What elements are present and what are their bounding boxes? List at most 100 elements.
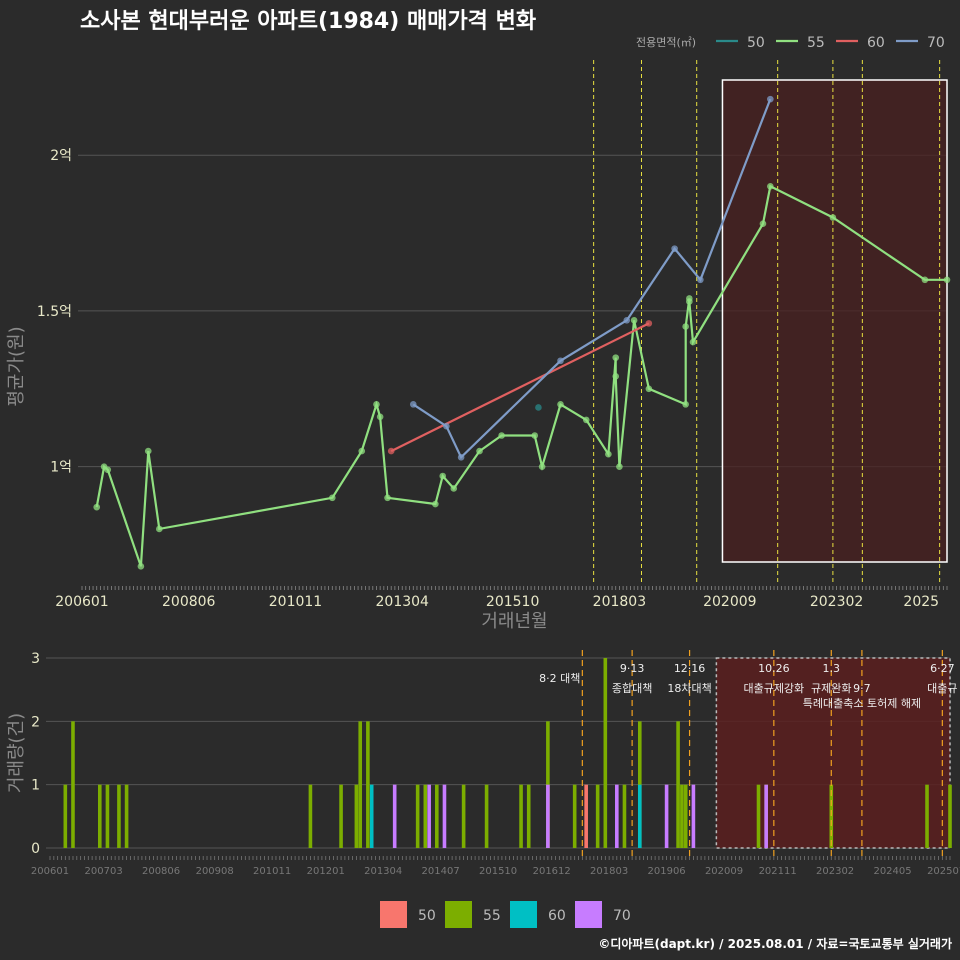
data-point-55 (476, 447, 483, 455)
x-tick-label: 201407 (422, 866, 460, 877)
data-point-55 (384, 494, 391, 502)
data-point-70 (671, 245, 678, 252)
bar-55 (519, 784, 523, 848)
bar-55 (97, 784, 102, 848)
legend-label-70: 70 (927, 35, 945, 51)
data-point-55 (612, 373, 620, 380)
x-tick-label: 201304 (376, 594, 430, 610)
legend-label-60: 60 (867, 35, 885, 51)
footer-credit: ©디아파트(dapt.kr) / 2025.08.01 / 자료=국토교통부 실… (598, 936, 952, 951)
data-point-60 (645, 320, 653, 327)
bar-55 (63, 784, 68, 848)
bar-70 (427, 784, 431, 848)
bar-55 (423, 784, 428, 848)
policy-annotation-label: 9·7 (853, 682, 871, 695)
data-point-55 (612, 354, 620, 361)
bar-70 (664, 784, 669, 848)
data-point-55 (689, 338, 697, 346)
bar-55 (622, 784, 627, 848)
data-point-55 (943, 276, 951, 284)
bar-55 (354, 784, 359, 848)
series-line-70 (412, 98, 772, 460)
bar-70 (615, 784, 619, 848)
bar-55 (829, 784, 834, 848)
bar-55 (339, 784, 343, 848)
data-point-55 (358, 447, 366, 455)
y-tick-label: 0 (31, 841, 40, 857)
policy-annotation-date: 12·16 (674, 662, 706, 675)
volume-chart: 0 1 2 3 8·2 대책 9·13 종합대책 12·16 18차대책 10.26 대출규제강화 1… (6, 650, 960, 877)
data-point-60 (387, 447, 395, 455)
x-tick-label: 201304 (364, 866, 402, 877)
y-axis-title: 평균가(원) (6, 326, 27, 406)
x-tick-label: 200806 (162, 594, 216, 610)
policy-annotation-label: 특례대출축소 토허제 해제 (803, 696, 921, 710)
x-tick-label: 202302 (810, 594, 863, 610)
policy-annotation-date: 9·13 (620, 662, 645, 675)
data-point-55 (93, 503, 101, 511)
x-tick-label: 200703 (85, 866, 123, 877)
bar-55 (637, 721, 642, 848)
data-point-55 (538, 463, 546, 470)
data-point-55 (450, 485, 458, 492)
bar-50 (584, 784, 588, 848)
bar-55 (308, 784, 313, 848)
data-point-70 (623, 316, 631, 324)
x-tick-label: 200601 (55, 594, 108, 610)
data-point-55 (104, 466, 112, 474)
legend-label-50: 50 (418, 908, 436, 924)
y-tick-label: 2억 (50, 148, 72, 164)
bar-55 (756, 784, 761, 848)
data-point-55 (605, 450, 612, 458)
data-point-55 (557, 401, 564, 408)
bar-55 (925, 784, 929, 848)
top-legend: 전용면적(㎡) 50 55 60 70 (636, 35, 945, 51)
data-point-70 (443, 422, 450, 430)
x-tick-label: 201612 (533, 866, 571, 877)
x-tick-label: 201803 (593, 594, 646, 610)
x-tick-label: 202111 (759, 866, 797, 877)
bar-70 (442, 784, 447, 848)
x-tick-label: 202405 (873, 866, 911, 877)
bar-55 (461, 784, 466, 848)
highlight-region (715, 657, 951, 849)
bar-55 (435, 784, 439, 848)
bar-55 (948, 784, 952, 848)
data-point-55 (439, 472, 447, 480)
data-point-55 (645, 385, 653, 393)
y-tick-label: 1.5억 (37, 304, 72, 320)
data-point-55 (498, 432, 505, 439)
data-point-55 (144, 447, 152, 455)
data-point-70 (767, 95, 774, 103)
x-tick-label: 201011 (253, 866, 291, 877)
legend-label-50: 50 (747, 35, 765, 51)
bar-55 (358, 721, 363, 848)
x-tick-label: 200806 (142, 866, 180, 877)
bar-60 (369, 784, 374, 848)
bar-55 (484, 784, 489, 848)
bar-60 (637, 784, 642, 848)
data-point-55 (921, 276, 929, 284)
data-point-55 (682, 401, 689, 408)
x-tick-label: 201906 (648, 866, 686, 877)
data-point-70 (697, 276, 704, 284)
bar-55 (572, 784, 577, 848)
x-tick-label: 202009 (703, 594, 756, 610)
bar-55 (124, 784, 129, 848)
data-point-55 (686, 298, 693, 305)
bar-70 (764, 784, 768, 848)
bar-70 (691, 784, 696, 848)
legend-label-55: 55 (483, 908, 501, 924)
data-point-55 (829, 214, 837, 221)
bar-55 (676, 721, 680, 848)
x-tick-label: 202507 (927, 866, 960, 877)
policy-annotation-label: 종합대책 (612, 682, 652, 695)
data-point-55 (531, 432, 539, 439)
bottom-legend: 50 55 60 70 (380, 901, 631, 928)
policy-annotation-date: 6·27 (930, 662, 955, 675)
data-point-50 (535, 404, 542, 411)
legend-swatch-70 (575, 901, 602, 928)
data-point-55 (582, 416, 590, 424)
y-tick-label: 3 (31, 651, 40, 667)
